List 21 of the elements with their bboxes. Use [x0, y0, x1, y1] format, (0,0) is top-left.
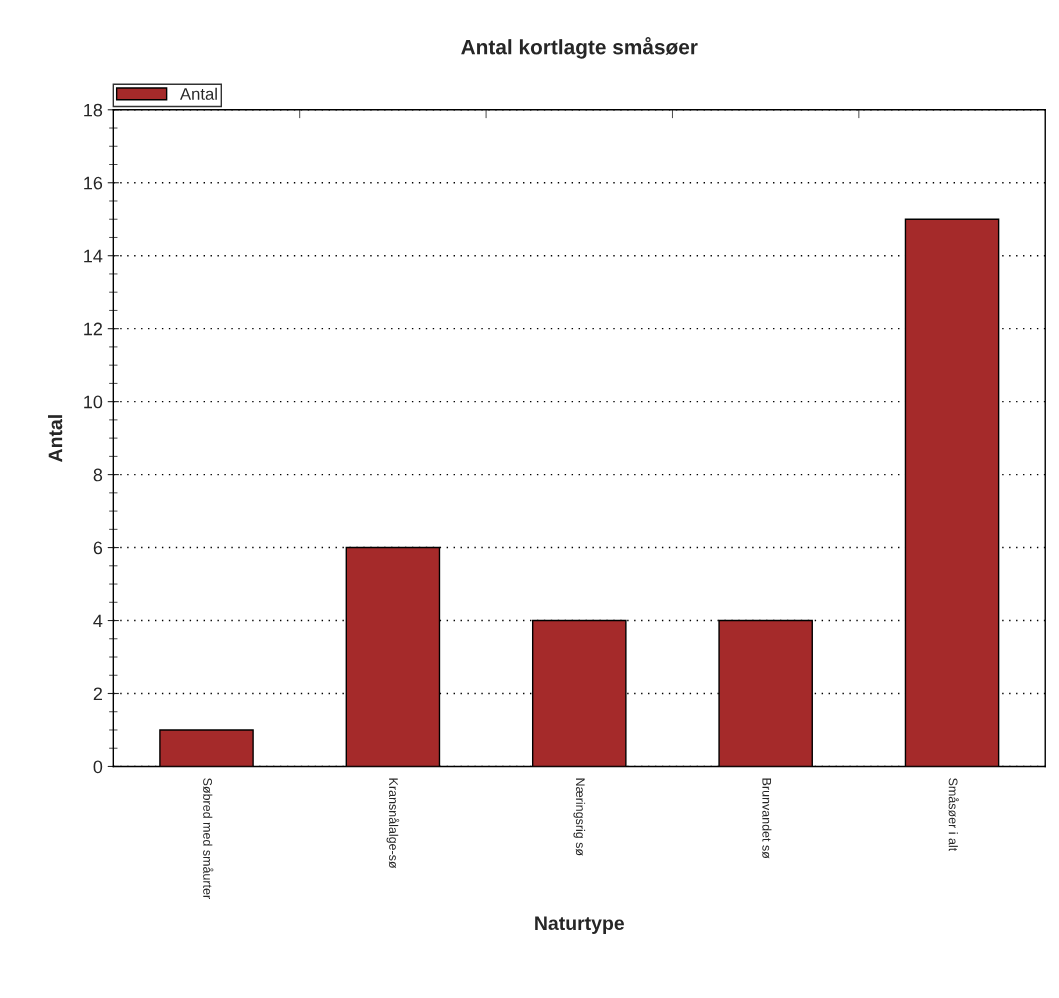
x-tick-label: Næringsrig sø [573, 778, 586, 856]
bar [904, 218, 1000, 767]
x-tick-label: Kransnålalge-sø [386, 778, 400, 869]
y-tick-label: 4 [93, 614, 103, 628]
y-axis-title: Antal [48, 415, 63, 462]
bar [159, 729, 254, 767]
y-tick-label: 2 [93, 687, 102, 701]
y-tick-label: 18 [84, 103, 103, 117]
y-tick-label: 8 [93, 468, 103, 482]
y-tick-label: 16 [84, 176, 103, 190]
y-tick-label: 0 [93, 760, 103, 774]
y-tick-label: 6 [93, 541, 103, 555]
x-tick-label: Brunvandet sø [762, 778, 772, 859]
chart-title: Antal kortlagte småsøer [461, 37, 698, 59]
y-tick-label: 10 [84, 395, 103, 409]
y-tick-label: 12 [84, 322, 102, 336]
y-tick-label: 14 [84, 249, 103, 263]
legend-label: Antal [180, 87, 217, 100]
x-tick-label: Småsøer i alt [948, 778, 959, 852]
x-tick-label: Søbred med småurter [203, 778, 214, 899]
x-axis-title: Naturtype [535, 916, 624, 934]
